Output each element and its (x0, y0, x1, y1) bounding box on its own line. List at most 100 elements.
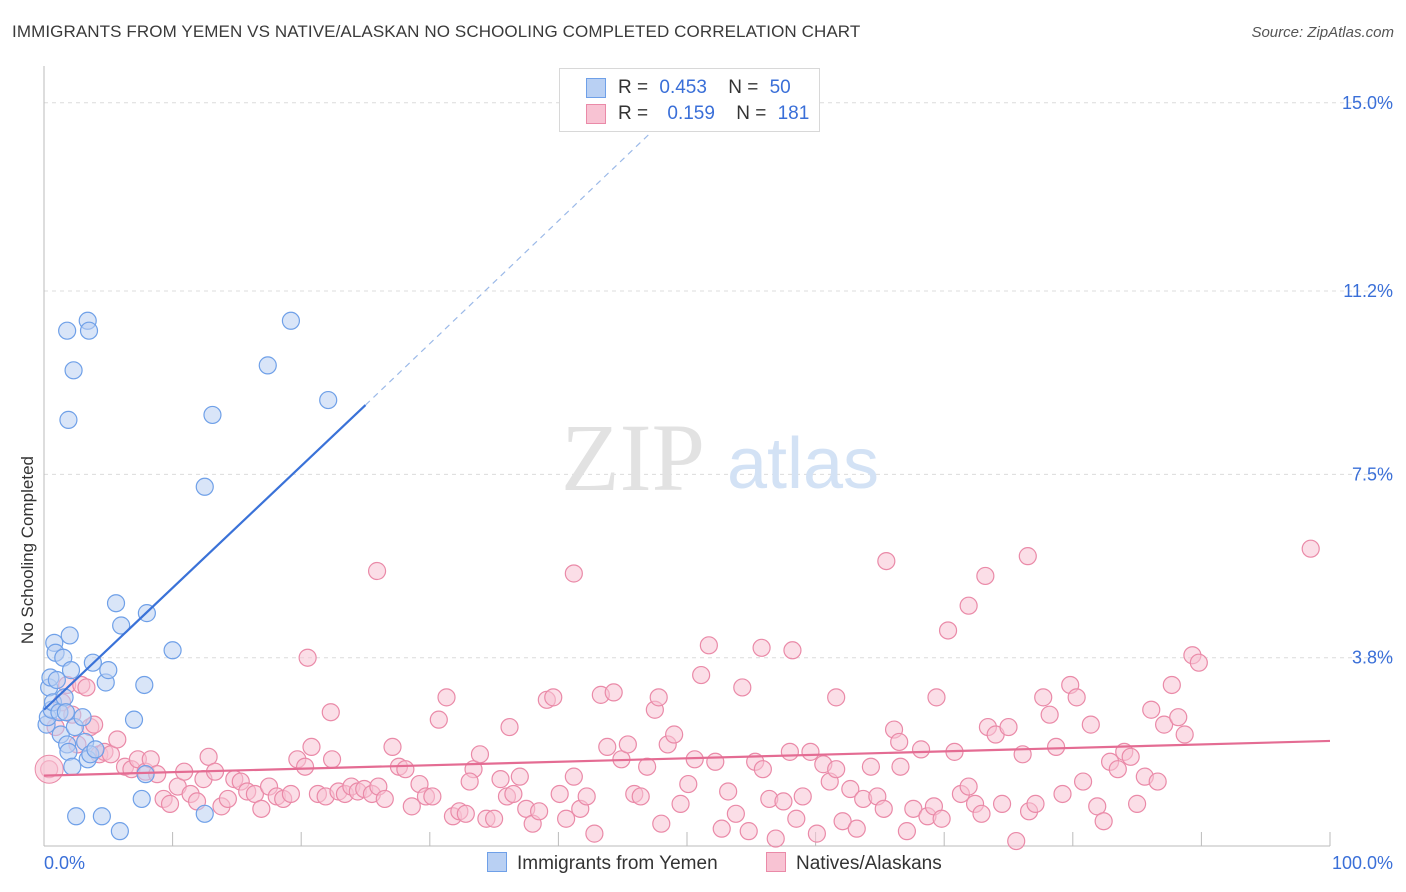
natives-point (437, 688, 456, 707)
chart-title: IMMIGRANTS FROM YEMEN VS NATIVE/ALASKAN … (12, 22, 861, 41)
natives-point (733, 678, 752, 697)
yemen-point (195, 804, 214, 823)
legend-swatch-natives (586, 104, 606, 124)
natives-point (1148, 772, 1167, 791)
watermark-zip: ZIP (561, 404, 705, 511)
natives-point (671, 794, 690, 813)
natives-point (1142, 700, 1161, 719)
natives-point (456, 804, 475, 823)
natives-point (959, 596, 978, 615)
natives-point (1067, 688, 1086, 707)
natives-point (321, 703, 340, 722)
natives-point (1301, 539, 1320, 558)
yemen-point (59, 742, 78, 761)
natives-point (938, 621, 958, 640)
natives-point (976, 566, 995, 586)
y-axis-label: No Schooling Completed (18, 456, 37, 645)
yemen-point (106, 594, 126, 613)
legend-label-yemen: Immigrants from Yemen (517, 853, 718, 874)
r-label: R = (618, 77, 649, 98)
natives-point (719, 782, 738, 801)
natives-point (367, 561, 387, 581)
natives-point (375, 789, 394, 809)
n-label: N = (736, 103, 767, 124)
natives-point (34, 754, 64, 784)
yemen-point (47, 670, 66, 690)
natives-point (218, 789, 237, 809)
natives-point (665, 725, 684, 744)
natives-point (618, 735, 637, 754)
yemen-point (59, 410, 78, 429)
natives-point (841, 779, 860, 799)
natives-point (295, 757, 315, 776)
natives-point (252, 799, 271, 818)
natives-point (783, 641, 802, 660)
yemen-point (281, 311, 301, 330)
natives-point (861, 757, 880, 776)
natives-point (429, 710, 448, 729)
yemen-point (63, 757, 82, 776)
yemen-point (58, 321, 77, 340)
natives-point (649, 688, 668, 707)
natives-point (891, 757, 910, 776)
trend-line-yemen-extrapolated (365, 122, 662, 406)
natives-point (774, 792, 793, 811)
natives-point (712, 819, 731, 838)
n-label: N = (728, 77, 759, 98)
natives-point (302, 737, 321, 757)
n-value: 181 (777, 103, 810, 124)
natives-point (1162, 675, 1181, 695)
r-label: R = (618, 103, 649, 124)
natives-point (780, 742, 799, 761)
natives-point (753, 760, 772, 779)
trend-line-yemen (43, 404, 367, 711)
natives-point (281, 784, 301, 804)
legend-swatch-yemen (586, 78, 606, 98)
yemen-point (92, 807, 111, 826)
natives-point (585, 824, 604, 843)
natives-point (108, 730, 127, 749)
natives-point (564, 564, 583, 583)
yemen-point (79, 321, 99, 340)
yemen-point (99, 661, 118, 680)
natives-point (874, 799, 893, 818)
natives-point (801, 742, 820, 761)
natives-point (598, 737, 617, 757)
natives-point (402, 797, 421, 816)
natives-point (1026, 794, 1045, 813)
natives-point (992, 794, 1012, 813)
yemen-point (124, 710, 144, 729)
natives-point (460, 772, 479, 791)
yemen-point (61, 661, 81, 680)
natives-point (959, 777, 978, 796)
yemen-point (60, 626, 79, 645)
natives-point (550, 784, 569, 804)
natives-point (423, 787, 442, 806)
y-tick-label: 3.8% (1352, 648, 1393, 668)
y-tick-label: 7.5% (1352, 464, 1393, 484)
yemen-point (112, 616, 131, 635)
legend-label-natives: Natives/Alaskans (796, 853, 942, 874)
watermark: ZIP atlas (561, 404, 879, 511)
yemen-point (195, 477, 214, 496)
natives-point (500, 717, 519, 737)
yemen-point (86, 740, 105, 759)
natives-point (470, 745, 490, 764)
natives-point (298, 648, 317, 667)
natives-point (77, 678, 96, 697)
yemen-point (258, 356, 277, 375)
watermark-atlas: atlas (727, 424, 879, 504)
yemen-point (203, 405, 222, 425)
natives-point (1073, 772, 1093, 791)
natives-point (827, 760, 846, 779)
yemen-point (73, 708, 92, 727)
natives-point (833, 812, 852, 831)
natives-point (557, 809, 576, 828)
natives-point (699, 636, 718, 655)
natives-point (1121, 747, 1140, 766)
y-tick-label: 11.2% (1343, 281, 1393, 301)
natives-point (739, 822, 758, 841)
natives-points (34, 539, 1320, 851)
series-legend: Immigrants from Yemen Natives/Alaskans (0, 852, 1406, 878)
